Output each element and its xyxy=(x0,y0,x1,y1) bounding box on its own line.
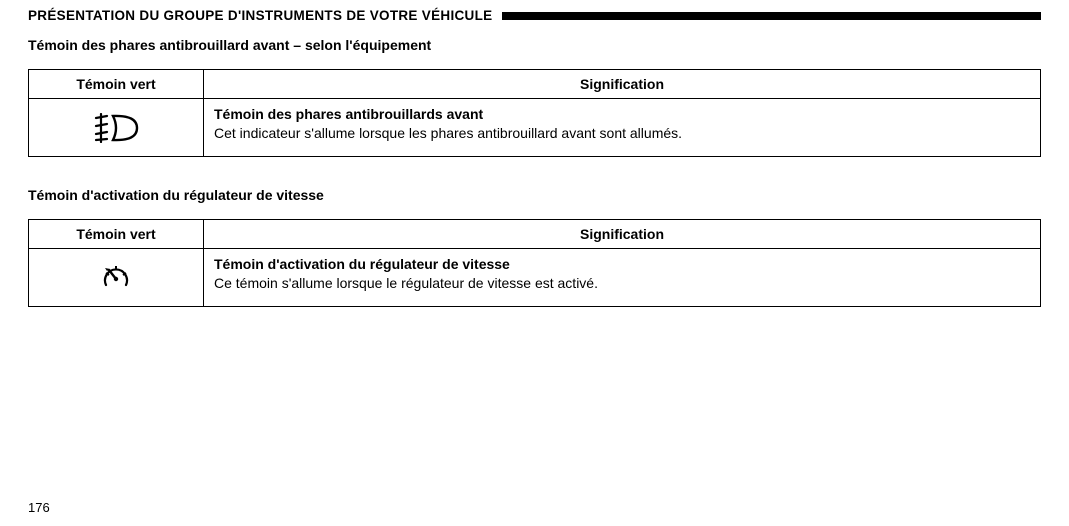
row-body-text: Cet indicateur s'allume lorsque les phar… xyxy=(214,125,682,141)
indicator-icon-cell xyxy=(29,99,204,157)
row-bold-text: Témoin des phares antibrouillards avant xyxy=(214,106,483,122)
page-header-row: PRÉSENTATION DU GROUPE D'INSTRUMENTS DE … xyxy=(28,8,1041,23)
indicator-signification-cell: Témoin des phares antibrouillards avant … xyxy=(204,99,1041,157)
indicator-signification-cell: Témoin d'activation du régulateur de vit… xyxy=(204,249,1041,307)
section-title: Témoin d'activation du régulateur de vit… xyxy=(28,187,1041,203)
page-number: 176 xyxy=(28,500,50,515)
table-header-row: Témoin vert Signification xyxy=(29,220,1041,249)
document-page: PRÉSENTATION DU GROUPE D'INSTRUMENTS DE … xyxy=(0,0,1069,307)
page-header-bar xyxy=(502,12,1041,20)
table-header-row: Témoin vert Signification xyxy=(29,70,1041,99)
indicator-table: Témoin vert Signification Témoin des ph xyxy=(28,69,1041,157)
page-header-title: PRÉSENTATION DU GROUPE D'INSTRUMENTS DE … xyxy=(28,8,502,23)
row-body-text: Ce témoin s'allume lorsque le régulateur… xyxy=(214,275,598,291)
col-right-header: Signification xyxy=(204,220,1041,249)
col-left-header: Témoin vert xyxy=(29,70,204,99)
indicator-table: Témoin vert Signification Témoin d'activ… xyxy=(28,219,1041,307)
row-bold-text: Témoin d'activation du régulateur de vit… xyxy=(214,256,510,272)
col-right-header: Signification xyxy=(204,70,1041,99)
indicator-icon-cell xyxy=(29,249,204,307)
table-row: Témoin des phares antibrouillards avant … xyxy=(29,99,1041,157)
front-fog-light-icon xyxy=(93,113,139,143)
section-title: Témoin des phares antibrouillard avant –… xyxy=(28,37,1041,53)
table-row: Témoin d'activation du régulateur de vit… xyxy=(29,249,1041,307)
cruise-control-icon xyxy=(101,263,131,293)
col-left-header: Témoin vert xyxy=(29,220,204,249)
